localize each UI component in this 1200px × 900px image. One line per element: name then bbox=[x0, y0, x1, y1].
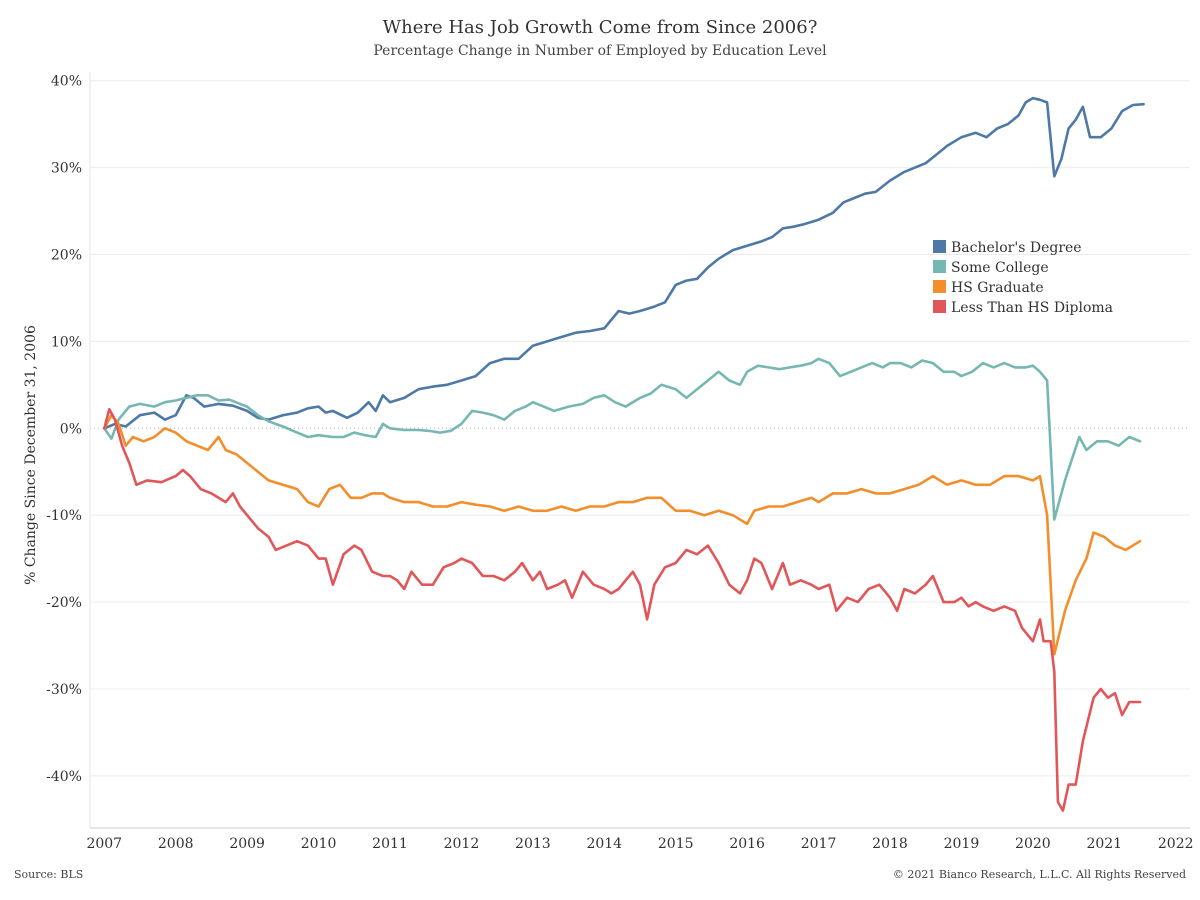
y-tick-label: -40% bbox=[46, 769, 82, 785]
legend-swatch bbox=[933, 240, 946, 253]
x-tick-label: 2007 bbox=[86, 836, 122, 852]
legend: Bachelor's Degree Some College HS Graduate… bbox=[933, 240, 1113, 316]
series-lines bbox=[103, 96, 1145, 812]
series-line-some-college bbox=[103, 357, 1142, 521]
copyright-note: © 2021 Bianco Research, L.L.C. All Right… bbox=[892, 868, 1186, 881]
x-tick-label: 2013 bbox=[515, 836, 551, 852]
legend-label: Bachelor's Degree bbox=[951, 240, 1082, 256]
series-line-bachelor-s-degree bbox=[103, 96, 1145, 430]
x-tick-label: 2021 bbox=[1086, 836, 1122, 852]
y-tick-label: -30% bbox=[46, 682, 82, 698]
x-tick-label: 2011 bbox=[372, 836, 408, 852]
series-line-hs-graduate bbox=[103, 413, 1142, 656]
series-line-less-than-hs-diploma bbox=[103, 407, 1142, 812]
legend-label: Less Than HS Diploma bbox=[951, 300, 1113, 316]
legend-label: HS Graduate bbox=[951, 280, 1044, 296]
y-tick-label: -10% bbox=[46, 508, 82, 524]
y-tick-label: 0% bbox=[60, 421, 82, 437]
y-axis-title: % Change Since December 31, 2006 bbox=[23, 325, 39, 585]
x-tick-label: 2022 bbox=[1158, 836, 1194, 852]
legend-swatch bbox=[933, 300, 946, 313]
source-note: Source: BLS bbox=[14, 868, 84, 881]
x-tick-label: 2016 bbox=[729, 836, 765, 852]
x-tick-label: 2017 bbox=[801, 836, 837, 852]
legend-label: Some College bbox=[951, 260, 1049, 276]
x-tick-label: 2019 bbox=[944, 836, 980, 852]
y-tick-label: 10% bbox=[51, 334, 82, 350]
x-tick-label: 2010 bbox=[301, 836, 337, 852]
axes: 40% 30% 20% 10% 0% -10% -20% -30% -40% 2007 2008 20… bbox=[46, 72, 1194, 852]
x-tick-label: 2008 bbox=[158, 836, 194, 852]
y-tick-label: 40% bbox=[51, 74, 82, 90]
legend-swatch bbox=[933, 280, 946, 293]
y-tick-label: -20% bbox=[46, 595, 82, 611]
x-tick-label: 2012 bbox=[444, 836, 480, 852]
x-tick-label: 2015 bbox=[658, 836, 694, 852]
legend-swatch bbox=[933, 260, 946, 273]
x-tick-label: 2009 bbox=[229, 836, 265, 852]
chart-title: Where Has Job Growth Come from Since 200… bbox=[382, 17, 818, 38]
x-tick-label: 2018 bbox=[872, 836, 908, 852]
chart-subtitle: Percentage Change in Number of Employed … bbox=[373, 43, 827, 59]
y-tick-label: 20% bbox=[51, 247, 82, 263]
x-tick-label: 2020 bbox=[1015, 836, 1051, 852]
y-tick-label: 30% bbox=[51, 161, 82, 177]
x-tick-label: 2014 bbox=[586, 836, 622, 852]
gridlines bbox=[90, 80, 1190, 777]
